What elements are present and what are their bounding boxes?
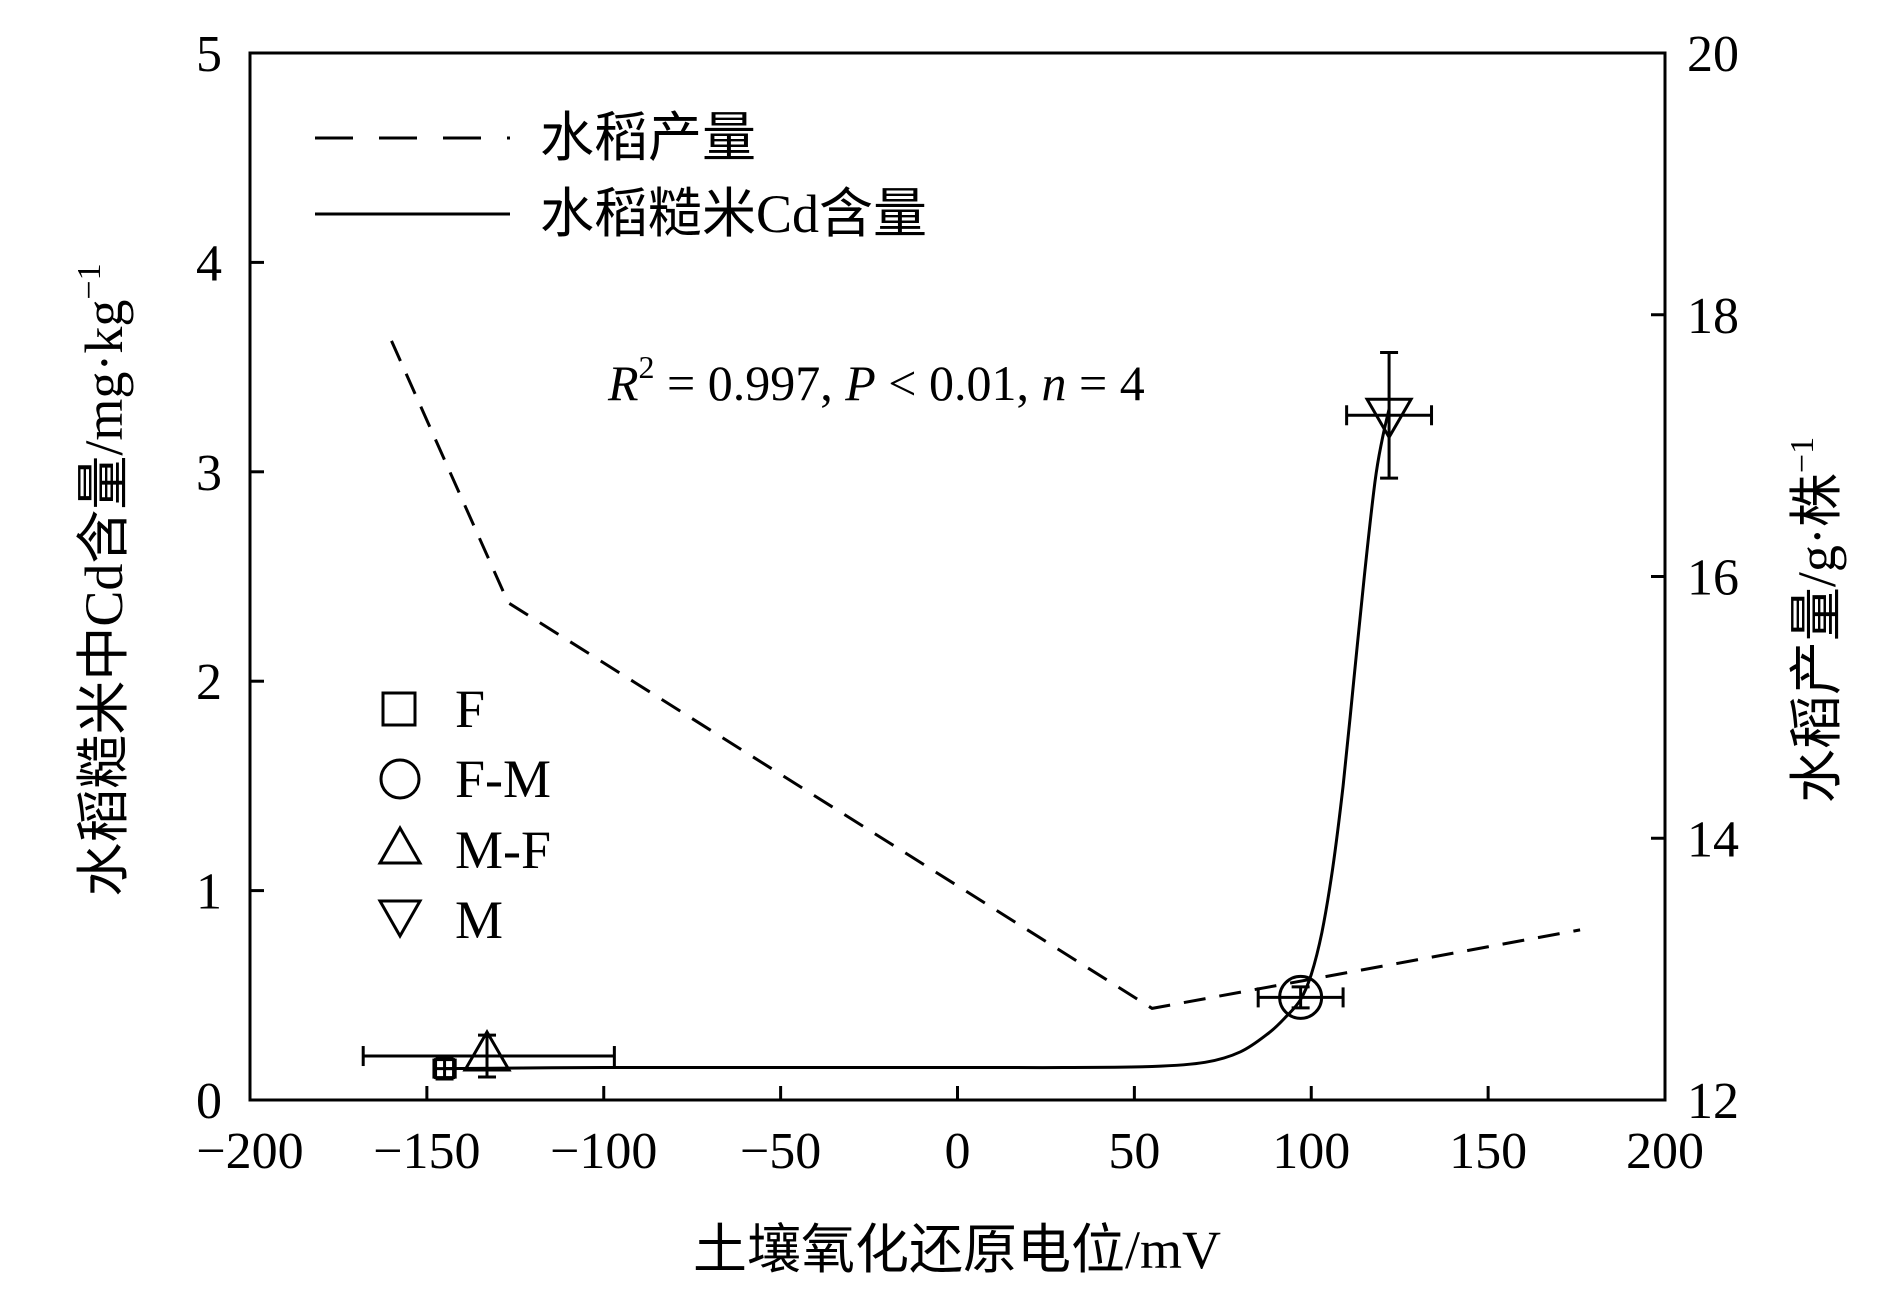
- legend-label-m: M: [455, 890, 503, 950]
- yield-line: [390, 340, 1581, 1010]
- legend-triangle-down-icon: [377, 899, 423, 940]
- y-left-tick-label: 4: [196, 235, 222, 292]
- y-left-tick-label: 2: [196, 654, 222, 711]
- y-right-tick-label: 14: [1687, 811, 1739, 868]
- y-left-tick-label: 1: [196, 864, 222, 921]
- legend-label-yield: 水稻产量: [540, 108, 756, 168]
- y-right-tick-label: 12: [1687, 1073, 1739, 1130]
- legend-circle-icon: [379, 758, 421, 800]
- y-left-tick-label: 5: [196, 26, 222, 83]
- y-right-tick-label: 16: [1687, 550, 1739, 607]
- legend-label-f: F: [455, 679, 485, 739]
- cd-line: [444, 408, 1391, 1071]
- marker-triangle-down-m: [1364, 397, 1414, 441]
- x-tick-label: 100: [1272, 1123, 1350, 1180]
- x-tick-label: 200: [1626, 1123, 1704, 1180]
- legend-square-icon: [381, 691, 417, 727]
- y-left-axis-title: 水稻糙米中Cd含量/mg·kg−1: [71, 263, 134, 896]
- legend-label-cd: 水稻糙米Cd含量: [540, 184, 927, 244]
- legend-triangle-up-icon: [377, 824, 423, 865]
- marker-triangle-up-mf: [462, 1029, 512, 1072]
- curves: [390, 340, 1581, 1071]
- stat-annotation: R2 = 0.997, P < 0.01, n = 4: [607, 349, 1145, 411]
- y-right-tick-label: 20: [1687, 26, 1739, 83]
- x-tick-label: −100: [550, 1123, 657, 1180]
- y-left-tick-label: 0: [196, 1073, 222, 1130]
- x-tick-label: 50: [1108, 1123, 1160, 1180]
- y-left-tick-label: 3: [196, 445, 222, 502]
- x-tick-label: 0: [945, 1123, 971, 1180]
- x-tick-label: −200: [196, 1123, 303, 1180]
- legend-label-mf: M-F: [455, 820, 551, 880]
- axis-ticks: −200 −150 −100 −50 0 50 100 150 2000123451214161…: [196, 26, 1739, 1180]
- data-markers: [361, 350, 1434, 1081]
- legend-label-fm: F-M: [455, 749, 551, 809]
- y-right-axis-title: 水稻产量/g·株−1: [1784, 437, 1847, 803]
- marker-square-f: [434, 1058, 456, 1080]
- x-tick-label: 150: [1449, 1123, 1527, 1180]
- x-tick-label: −150: [373, 1123, 480, 1180]
- y-right-tick-label: 18: [1687, 288, 1739, 345]
- x-axis-title: 土壤氧化还原电位/mV: [693, 1220, 1221, 1280]
- x-tick-label: −50: [740, 1123, 821, 1180]
- marker-circle-fm: [1278, 974, 1324, 1020]
